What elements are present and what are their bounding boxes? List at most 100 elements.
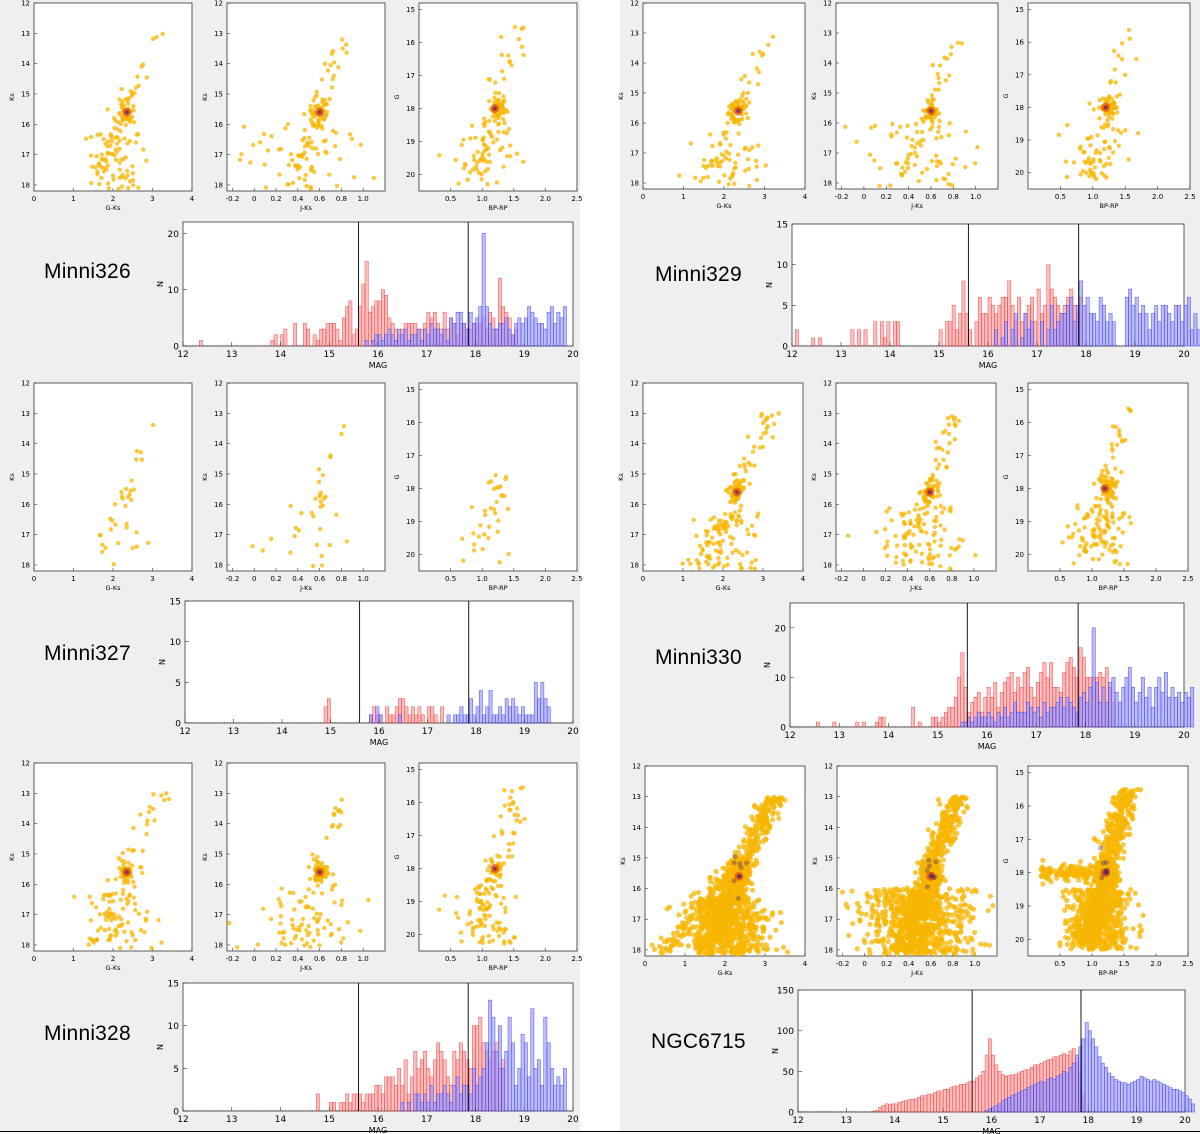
cmd-point	[765, 821, 771, 827]
cmd-point	[140, 870, 145, 876]
cmd-point	[773, 927, 779, 933]
cmd-point	[324, 101, 330, 107]
cmd-point	[474, 890, 479, 895]
cmd-point	[129, 930, 134, 935]
cmd-point	[453, 157, 458, 163]
cmd-point	[304, 928, 309, 933]
cmd-point	[302, 943, 307, 948]
hist-xtick-label: 16	[981, 731, 993, 741]
cmd-point	[775, 810, 781, 816]
cmd-point	[276, 896, 282, 902]
cmd-point	[120, 891, 126, 896]
cmd-point	[743, 111, 749, 116]
hist-series-red-bar	[960, 652, 965, 728]
cmd-ytick-label: 17	[630, 531, 639, 539]
cmd-point	[95, 172, 100, 177]
hist-series-blue-bar	[475, 1085, 479, 1112]
cmd-point	[101, 169, 107, 174]
cmd-point	[316, 467, 322, 472]
cmd-point	[483, 858, 488, 863]
cmd-point	[134, 457, 139, 462]
cmd-point	[1112, 67, 1117, 72]
hist-series-blue-bar	[1131, 687, 1136, 728]
cmd-point	[728, 514, 734, 519]
cmd-xtick-label: 1	[681, 193, 685, 201]
cmd-point	[1100, 96, 1106, 101]
hist-xtick-label: 13	[226, 1115, 237, 1125]
hist-series-red-bar	[368, 311, 372, 347]
dense-core-point	[731, 860, 737, 866]
hist-xtick-label: 16	[372, 1115, 384, 1125]
hist-series-blue-bar	[498, 706, 503, 724]
hist-series-red-bar	[816, 721, 820, 728]
cmd-point	[499, 493, 504, 498]
cmd-point	[730, 920, 736, 926]
cmd-xtick-label: 2.0	[540, 195, 551, 203]
cmd-point	[102, 911, 107, 917]
cmd-point	[1069, 535, 1075, 540]
cmd-point	[757, 806, 764, 813]
cmd-point	[953, 156, 958, 161]
hist-series-blue-bar	[1167, 696, 1172, 728]
cmd-yaxis-label: Ks	[619, 857, 627, 865]
cmd-point	[496, 933, 502, 939]
hist-series-blue-bar	[1134, 296, 1139, 347]
cmd-point	[693, 906, 699, 912]
cmd-point	[323, 138, 328, 143]
hist-series-red-bar	[817, 337, 822, 347]
hist-series-red-bar	[345, 1093, 349, 1112]
hist-xtick-label: 20	[1178, 350, 1190, 360]
cmd-point	[728, 143, 733, 148]
hist-series-blue-bar	[459, 1093, 463, 1112]
hist-xtick-label: 18	[470, 727, 482, 737]
cmd-ytick-label: 14	[21, 60, 30, 68]
cmd-point	[659, 950, 666, 956]
cmd-point	[776, 815, 782, 821]
cmd-point	[754, 177, 760, 182]
cmd-point	[742, 73, 747, 79]
cmd-point	[1122, 72, 1128, 78]
cmd-point	[314, 93, 319, 98]
cmd-point	[729, 103, 735, 108]
cmd-point	[115, 126, 120, 132]
hist-series-red-bar	[430, 706, 435, 724]
cmd-point	[507, 802, 512, 807]
hist-ytick-label: 20	[168, 230, 180, 240]
cmd-point	[755, 949, 762, 955]
cmd-point	[1080, 536, 1085, 542]
cmd-point	[908, 518, 913, 524]
cmd-point	[131, 895, 136, 900]
cmd-point	[507, 59, 512, 64]
cmd-point	[1106, 114, 1112, 119]
cmd-point	[758, 435, 764, 441]
cmd-point	[725, 860, 731, 867]
cmd-point	[293, 525, 299, 531]
hist-series-blue-bar	[507, 1016, 512, 1112]
cmd-points	[237, 37, 376, 191]
cmd-point	[689, 904, 695, 910]
cmd-point	[505, 109, 510, 115]
hist-series-blue-bar	[456, 714, 461, 724]
cmd-point	[1110, 514, 1115, 520]
cmd-point	[1117, 433, 1122, 439]
cmd-ytick-label: 18	[823, 180, 832, 188]
cmd-point	[749, 523, 755, 528]
cmd-point	[705, 174, 711, 180]
cmd-point	[750, 838, 756, 845]
cmd-point	[310, 108, 315, 113]
hist-series-blue-bar	[1183, 305, 1188, 347]
cmd-point	[491, 926, 496, 932]
cmd-yaxis-label: Ks	[201, 93, 209, 101]
cmd-point	[693, 916, 699, 922]
cmd-point	[477, 905, 483, 910]
cmd-point	[124, 521, 129, 527]
cmd-point	[730, 550, 735, 555]
cmd-ytick-label: 17	[1015, 71, 1024, 79]
cmd-point	[465, 177, 470, 182]
cmd-ytick-label: 13	[632, 793, 641, 801]
hist-series-red-bar	[358, 306, 362, 347]
cmd-point	[113, 891, 118, 896]
